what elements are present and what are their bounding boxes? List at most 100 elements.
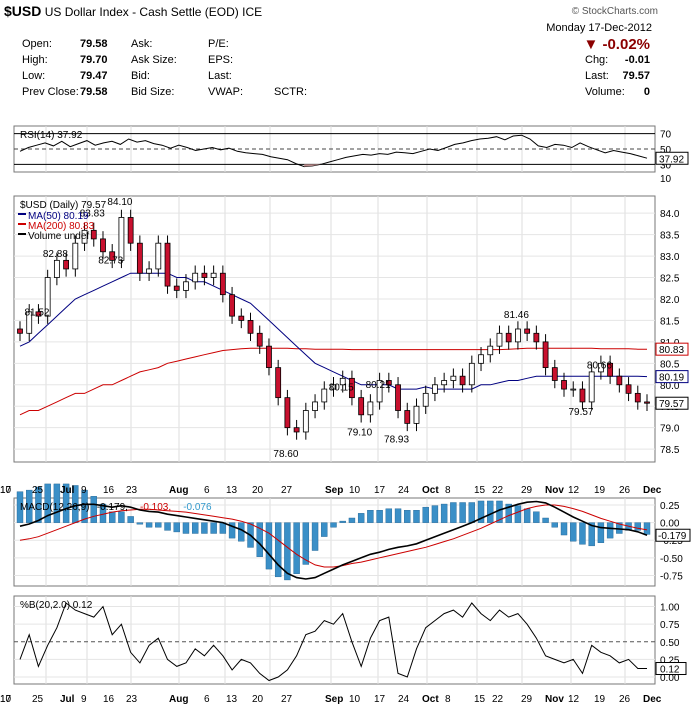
candle-body <box>247 320 254 334</box>
candle-body <box>26 311 33 334</box>
price-ytick: 80.5 <box>660 359 680 370</box>
exchange: ICE <box>242 5 263 19</box>
candle-body <box>238 315 245 321</box>
quote-label: Bid: <box>131 70 150 82</box>
x-axis-label: 26 <box>619 485 631 496</box>
price-annotation: 82.88 <box>43 249 68 260</box>
x-axis-label: 10 <box>0 694 12 705</box>
x-axis-label: Aug <box>169 694 188 705</box>
x-axis-label: Jul <box>60 485 75 496</box>
legend-swatch <box>18 223 26 225</box>
quote-label: Ask: <box>131 38 153 50</box>
candle-body <box>164 242 171 287</box>
candle-body <box>588 371 595 403</box>
candle-body <box>432 384 438 394</box>
candle-body <box>183 281 189 291</box>
macd-histogram-bar <box>274 522 282 578</box>
rsi-panel <box>13 125 656 173</box>
macd-title-part: -0.179, <box>97 502 128 513</box>
candle-body <box>579 388 586 403</box>
x-axis-label: Nov <box>545 485 564 496</box>
candle-body <box>413 405 420 424</box>
macd-histogram-bar <box>265 522 273 570</box>
macd-histogram-bar <box>16 491 24 523</box>
change-pct-value: -0.02% <box>602 36 650 53</box>
macd-histogram-bar <box>293 522 300 574</box>
price-ytick: 79.0 <box>660 424 680 435</box>
x-axis-label: 23 <box>126 485 138 496</box>
macd-histogram-bar <box>302 522 310 565</box>
x-axis-label: 13 <box>226 694 238 705</box>
rsi-last-box <box>655 151 689 165</box>
macd-histogram-bar <box>136 522 144 525</box>
macd-histogram-bar <box>431 505 439 523</box>
x-axis-label: Aug <box>169 485 188 496</box>
pb-line <box>19 602 647 682</box>
pb-ytick: 0.75 <box>660 620 680 631</box>
macd-histogram-bar <box>477 500 485 523</box>
candle-body <box>127 217 134 244</box>
price-annotation: 78.93 <box>384 435 409 446</box>
candle-body <box>275 367 282 399</box>
pb-ytick: 1.00 <box>660 603 680 614</box>
macd-histogram-bar <box>357 513 365 523</box>
candle-body <box>478 354 484 364</box>
legend-entry: MA(50) 80.19 <box>28 211 89 222</box>
macd-histogram-bar <box>90 496 97 523</box>
quote-label: Low: <box>22 70 46 82</box>
candle-body <box>339 377 346 386</box>
macd-histogram-bar <box>145 522 153 528</box>
macd-histogram-bar <box>413 510 420 523</box>
macd-histogram-bar <box>201 522 208 534</box>
x-axis-label: 10 <box>349 694 361 705</box>
x-axis-label: 20 <box>252 485 264 496</box>
security-name: US Dollar Index - Cash Settle (EOD) <box>44 5 239 19</box>
candle-body <box>524 328 531 334</box>
candle-body <box>597 362 604 373</box>
x-axis-label: 27 <box>281 694 293 705</box>
x-axis-label: 6 <box>204 694 210 705</box>
macd-signal-line <box>19 504 648 568</box>
macd-histogram-bar <box>487 500 494 523</box>
candle-body <box>53 259 60 278</box>
candle-body <box>100 238 106 253</box>
x-axis-label: Dec <box>643 485 662 496</box>
macd-histogram-bar <box>127 516 134 523</box>
price-ytick: 82.0 <box>660 295 680 306</box>
x-axis-label: 24 <box>398 485 410 496</box>
candle-body <box>441 380 448 386</box>
x-axis-label: 15 <box>474 694 486 705</box>
macd-histogram-bar <box>422 506 429 523</box>
rsi-line <box>19 134 648 168</box>
macd-ytick: 0.00 <box>660 519 680 530</box>
macd-histogram-bar <box>256 522 263 557</box>
x-axis-label: 17 <box>0 694 12 705</box>
candle-body <box>312 401 318 411</box>
candle-body <box>561 380 567 390</box>
macd-histogram-bar <box>155 522 162 528</box>
quote-label: EPS: <box>208 54 234 66</box>
candle-body <box>515 328 521 343</box>
x-axis-label: 10 <box>349 485 361 496</box>
macd-line <box>19 500 648 580</box>
macd-histogram-bar <box>468 502 476 523</box>
price-right-label: 79.57 <box>659 399 684 410</box>
candle-body <box>136 242 143 274</box>
rsi-ytick: 10 <box>660 174 672 185</box>
macd-histogram-bar <box>284 522 291 581</box>
x-axis-label: 24 <box>398 694 410 705</box>
pb-last-box <box>655 662 687 676</box>
rsi-oversold-fill <box>304 164 321 167</box>
price-panel <box>13 195 656 463</box>
x-axis-label: 20 <box>252 694 264 705</box>
candle-body <box>72 242 79 270</box>
x-axis-label: 29 <box>521 694 533 705</box>
percent-b-panel <box>13 595 656 685</box>
candle-body <box>284 397 291 429</box>
price-annotation: 79.10 <box>347 427 372 438</box>
x-axis-label: Dec <box>643 694 662 705</box>
candle-body <box>385 380 392 386</box>
candle-body <box>625 384 632 394</box>
candle-body <box>533 332 540 343</box>
x-axis-label: 9 <box>81 485 87 496</box>
